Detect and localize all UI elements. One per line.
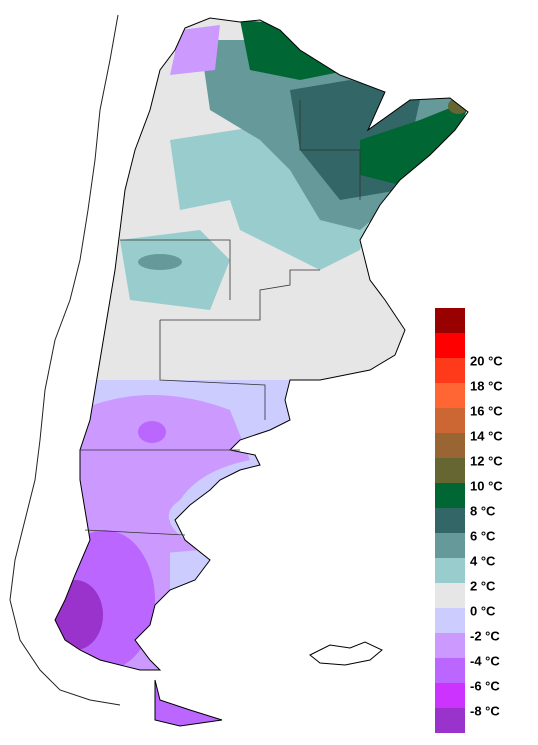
islands [309,641,383,666]
legend-swatch [435,458,465,483]
legend-swatch [435,533,465,558]
legend-swatch [435,433,465,458]
zone [120,230,230,310]
legend-label: 16 °C [470,403,503,418]
legend-label: 4 °C [470,553,496,568]
legend-swatch [435,658,465,683]
zone [55,580,103,650]
legend-label: 6 °C [470,528,496,543]
legend-swatch [435,358,465,383]
legend: 20 °C 18 °C 16 °C 14 °C 12 °C 10 °C 8 °C 6 °C 4 … [435,308,503,733]
legend-swatch [435,608,465,633]
legend-swatch [435,408,465,433]
legend-label: 10 °C [470,478,503,493]
zone [138,254,182,270]
legend-label: 8 °C [470,503,496,518]
legend-label: 14 °C [470,428,503,443]
legend-swatch [435,333,465,358]
legend-swatch [435,583,465,608]
zone [360,100,468,185]
legend-swatch [435,383,465,408]
legend-swatch [435,633,465,658]
legend-label: 20 °C [470,353,503,368]
province-borders [80,100,361,536]
legend-swatch [435,558,465,583]
chile-coast [9,14,121,706]
legend-swatch [435,683,465,708]
zone [80,395,250,560]
legend-swatch [435,308,465,333]
legend-label: 2 °C [470,578,496,593]
legend-label: -8 °C [470,703,500,718]
zone [150,680,230,726]
zone [448,98,468,114]
zone [170,25,220,75]
legend-label: -4 °C [470,653,500,668]
legend-label: -2 °C [470,628,500,643]
legend-label: 12 °C [470,453,503,468]
legend-swatch [435,508,465,533]
legend-label: 18 °C [470,378,503,393]
country-outline [54,17,469,727]
zone [240,20,350,80]
legend-swatch [435,708,465,733]
legend-label: 0 °C [470,603,496,618]
legend-label: -6 °C [470,678,500,693]
zone [138,421,166,443]
legend-swatch [435,483,465,508]
